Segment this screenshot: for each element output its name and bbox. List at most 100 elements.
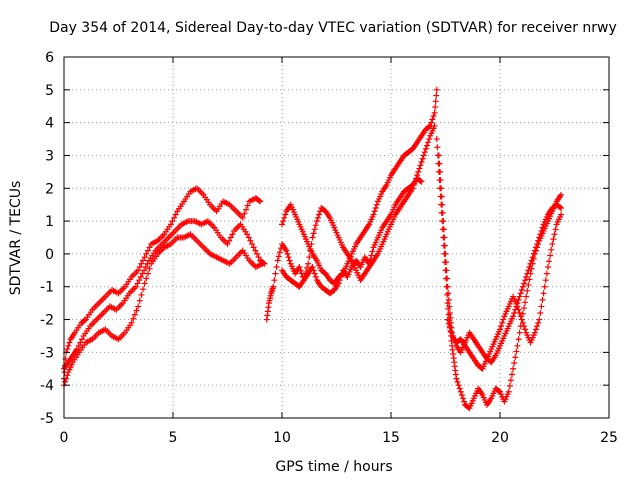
data-point	[508, 371, 515, 378]
data-point	[245, 234, 252, 241]
data-point	[519, 319, 526, 326]
data-point	[430, 113, 437, 120]
data-point	[371, 208, 378, 215]
data-point	[243, 206, 250, 213]
data-point	[301, 273, 308, 280]
data-point	[520, 305, 527, 312]
data-point	[131, 311, 138, 318]
data-point	[444, 316, 451, 323]
data-point	[431, 109, 438, 116]
data-point	[167, 221, 174, 228]
data-point	[144, 270, 151, 277]
y-tick-label: 4	[45, 116, 54, 132]
data-point	[418, 159, 425, 166]
data-point	[136, 264, 143, 271]
data-point	[274, 257, 281, 264]
data-point	[239, 214, 246, 221]
data-point	[307, 247, 314, 254]
data-point	[537, 231, 544, 238]
data-point	[144, 247, 151, 254]
data-point	[540, 290, 547, 297]
data-point	[442, 250, 449, 257]
data-point	[140, 257, 147, 264]
data-point	[421, 149, 428, 156]
data-point	[227, 234, 234, 241]
data-point	[309, 234, 316, 241]
data-point	[411, 178, 418, 185]
data-point	[81, 317, 88, 324]
data-point	[368, 252, 375, 259]
data-point	[441, 242, 448, 249]
data-point	[453, 375, 460, 382]
data-point	[425, 139, 432, 146]
data-point	[244, 202, 251, 209]
data-point	[138, 260, 145, 267]
data-point	[273, 264, 280, 271]
data-point	[296, 264, 303, 271]
data-point	[285, 254, 292, 261]
data-point	[310, 230, 317, 237]
data-point	[433, 86, 440, 93]
data-point	[436, 160, 443, 167]
data-point	[372, 204, 379, 211]
data-point	[544, 264, 551, 271]
data-point	[409, 185, 416, 192]
data-point	[312, 273, 319, 280]
data-point	[426, 123, 433, 130]
data-point	[532, 244, 539, 251]
data-point	[433, 136, 440, 143]
data-point	[281, 214, 288, 221]
data-point	[558, 204, 565, 211]
data-point	[524, 270, 531, 277]
data-point	[440, 226, 447, 233]
data-point	[313, 218, 320, 225]
data-point	[529, 254, 536, 261]
data-point	[309, 264, 316, 271]
data-point	[252, 247, 259, 254]
data-point	[229, 231, 236, 238]
y-tick-label: -5	[40, 411, 54, 427]
data-point	[141, 267, 148, 274]
data-point	[146, 265, 153, 272]
data-point	[535, 237, 542, 244]
data-point	[135, 303, 142, 310]
data-point	[514, 303, 521, 310]
data-point	[531, 329, 538, 336]
data-point	[522, 299, 529, 306]
data-point	[271, 277, 278, 284]
y-tick-label: 6	[45, 50, 54, 66]
data-point	[373, 201, 380, 208]
data-point	[443, 267, 450, 274]
y-tick-label: 5	[45, 83, 54, 99]
data-point	[550, 236, 557, 243]
data-point	[128, 319, 135, 326]
data-point	[558, 211, 565, 218]
data-point	[311, 270, 318, 277]
data-point	[534, 241, 541, 248]
data-point	[547, 252, 554, 259]
data-point	[525, 282, 532, 289]
data-point	[256, 197, 263, 204]
data-point	[171, 214, 178, 221]
data-point	[141, 280, 148, 287]
data-point	[498, 323, 505, 330]
data-point	[456, 385, 463, 392]
data-point	[515, 336, 522, 343]
data-point	[434, 144, 441, 151]
data-point	[549, 241, 556, 248]
data-point	[437, 177, 444, 184]
data-point	[77, 339, 84, 346]
data-point	[74, 346, 81, 353]
data-point	[276, 249, 283, 256]
data-point	[523, 273, 530, 280]
data-point	[255, 254, 262, 261]
data-point	[556, 204, 563, 211]
data-point	[445, 320, 452, 327]
data-point	[65, 342, 72, 349]
data-point	[286, 257, 293, 264]
data-point	[552, 226, 559, 233]
data-point	[64, 372, 71, 379]
y-tick-label: -4	[40, 378, 54, 394]
y-tick-label: -1	[40, 280, 54, 296]
data-point	[416, 165, 423, 172]
